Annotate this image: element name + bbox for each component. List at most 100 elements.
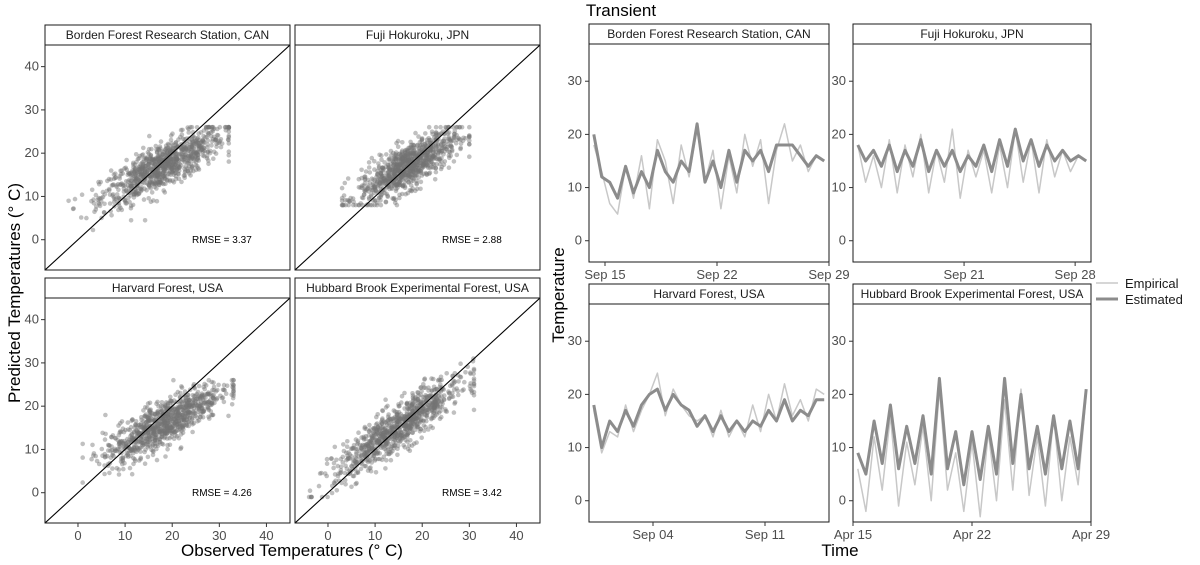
data-point xyxy=(409,172,415,177)
data-point xyxy=(205,145,210,150)
x-tick-label: 20 xyxy=(415,528,429,543)
data-point xyxy=(145,454,151,460)
data-point xyxy=(393,164,399,170)
data-point xyxy=(162,168,167,173)
data-point xyxy=(366,160,372,165)
data-point xyxy=(122,438,127,444)
data-point xyxy=(138,436,144,442)
data-point xyxy=(137,164,142,169)
data-point xyxy=(161,173,167,179)
data-point xyxy=(153,437,158,443)
data-point xyxy=(368,194,374,199)
data-point xyxy=(182,170,188,175)
data-point xyxy=(174,156,179,162)
data-point xyxy=(398,424,404,430)
data-point xyxy=(425,151,430,156)
data-point xyxy=(133,152,139,157)
data-point xyxy=(107,186,112,192)
data-point xyxy=(381,176,386,182)
data-point xyxy=(181,415,186,421)
data-point xyxy=(150,157,156,162)
data-point xyxy=(421,423,427,428)
data-point xyxy=(158,165,163,171)
data-point xyxy=(380,433,386,438)
data-point xyxy=(188,149,194,155)
data-point xyxy=(418,410,423,415)
data-point xyxy=(431,376,436,382)
data-point xyxy=(415,396,420,402)
data-point xyxy=(378,194,384,199)
data-point xyxy=(136,191,142,196)
data-point xyxy=(418,402,423,407)
data-point xyxy=(97,201,102,207)
data-point xyxy=(156,429,161,435)
data-point xyxy=(151,164,156,169)
data-point xyxy=(420,159,426,164)
data-point xyxy=(416,134,421,139)
data-point xyxy=(172,430,177,435)
data-point xyxy=(179,401,184,406)
data-point xyxy=(401,182,406,188)
data-point xyxy=(391,195,397,201)
data-point xyxy=(186,148,191,153)
data-point xyxy=(197,396,203,402)
data-point xyxy=(433,403,438,409)
data-point xyxy=(100,189,106,195)
data-point xyxy=(375,427,380,432)
data-point xyxy=(134,159,139,165)
data-point xyxy=(410,149,416,154)
data-point xyxy=(80,455,85,460)
data-point xyxy=(408,168,414,174)
data-point xyxy=(163,161,169,167)
data-point xyxy=(170,428,175,434)
data-point xyxy=(381,181,386,186)
data-point xyxy=(146,151,152,157)
data-point xyxy=(156,426,161,431)
data-point xyxy=(191,168,196,174)
data-point xyxy=(147,413,153,418)
data-point xyxy=(441,145,447,150)
data-point xyxy=(403,155,408,161)
data-point xyxy=(379,174,385,180)
data-point xyxy=(152,173,158,179)
data-point xyxy=(414,440,419,445)
data-point xyxy=(396,179,402,185)
data-point xyxy=(158,155,163,160)
data-point xyxy=(397,428,403,433)
data-point xyxy=(370,435,375,440)
data-point xyxy=(186,397,192,403)
data-point xyxy=(342,477,348,483)
panel-border xyxy=(44,44,291,271)
data-point xyxy=(363,434,369,439)
data-point xyxy=(175,156,180,161)
data-point xyxy=(434,412,439,417)
data-point xyxy=(438,382,443,388)
data-point xyxy=(171,436,177,442)
data-point xyxy=(346,456,352,461)
data-point xyxy=(153,414,159,419)
data-point xyxy=(366,447,372,452)
data-point xyxy=(377,152,382,158)
data-point xyxy=(134,192,140,198)
data-point xyxy=(377,439,382,445)
data-point xyxy=(408,426,414,432)
data-point xyxy=(354,470,359,476)
data-point xyxy=(452,379,458,385)
data-point xyxy=(120,457,126,463)
data-point xyxy=(129,447,135,453)
data-point xyxy=(408,400,413,406)
data-point xyxy=(231,389,236,394)
data-point xyxy=(433,397,438,403)
data-point xyxy=(142,436,147,442)
data-point xyxy=(117,195,122,201)
panel-border xyxy=(852,43,1092,263)
data-point xyxy=(99,446,105,452)
data-point xyxy=(145,419,150,424)
data-point xyxy=(173,140,179,145)
data-point xyxy=(130,435,135,441)
data-point xyxy=(395,452,400,458)
data-point xyxy=(354,456,359,461)
data-point xyxy=(174,418,179,424)
panel-strip-label: Hubbard Brook Experimental Forest, USA xyxy=(861,287,1084,301)
data-point xyxy=(167,427,172,432)
